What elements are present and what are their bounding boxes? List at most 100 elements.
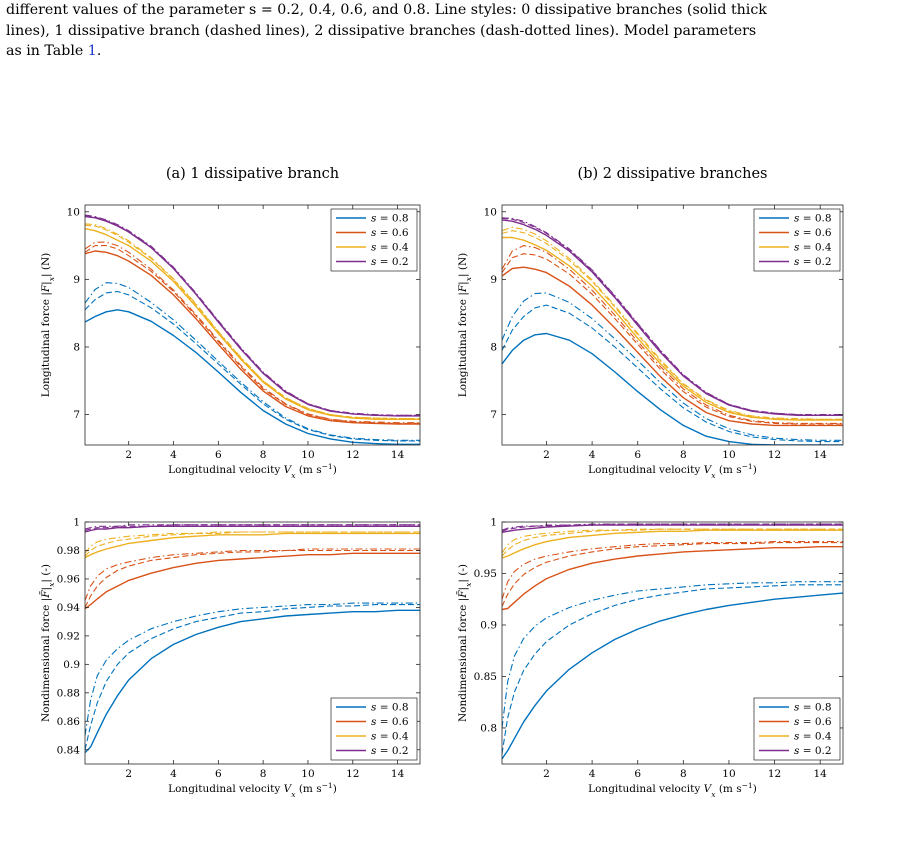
series-line-s-0-4-2-branches- <box>85 223 420 420</box>
y-tick-label: 0.86 <box>57 716 81 728</box>
series-line-s-0-6 <box>502 546 843 611</box>
series-line-s-0-4 <box>502 236 843 421</box>
legend-entry: s = 0.8 <box>794 702 832 714</box>
x-tick-label: 10 <box>301 449 314 461</box>
y-tick-label: 0.9 <box>63 659 80 671</box>
x-tick-label: 4 <box>170 449 177 461</box>
series-line-s-0-4-2-branches- <box>502 528 843 554</box>
series-line-s-0-4 <box>502 529 843 559</box>
caption-line-3-text: as in Table <box>6 43 88 59</box>
x-tick-label: 12 <box>346 449 359 461</box>
legend-entry: s = 0.8 <box>371 213 409 225</box>
series-line-s-0-8-2-branches- <box>502 292 843 441</box>
chart-legend: s = 0.8 s = 0.6 s = 0.4 s = 0.2 <box>753 208 841 272</box>
x-tick-label: 8 <box>680 449 687 461</box>
y-tick-label: 7 <box>73 409 80 421</box>
y-tick-label: 1 <box>490 517 497 529</box>
x-tick-label: 6 <box>634 449 641 461</box>
caption-line-3: as in Table 1. <box>6 41 911 62</box>
chart-panel-top-right: (b) 2 dissipative branches 2 4 6 8 10 12 14 7 8 9 1… <box>457 166 844 480</box>
legend-entry: s = 0.4 <box>794 242 832 254</box>
series-line-s-0-6-1-branch- <box>502 253 843 425</box>
x-tick-label: 4 <box>589 449 596 461</box>
x-tick-label: 8 <box>260 449 267 461</box>
y-tick-label: 0.92 <box>57 630 80 642</box>
axes-box <box>501 204 844 446</box>
y-tick-label: 0.84 <box>57 744 81 756</box>
x-axis-label: Longitudinal velocity Vx (m s−1) <box>168 781 337 799</box>
x-axis-label: Longitudinal velocity Vx (m s−1) <box>168 462 337 480</box>
legend-entry: s = 0.6 <box>371 227 409 239</box>
caption-line-1: different values of the parameter s = 0.… <box>6 2 767 18</box>
legend-entry: s = 0.6 <box>794 227 832 239</box>
series-line-s-0-4-1-branch- <box>502 230 843 420</box>
y-tick-label: 10 <box>484 206 497 218</box>
y-tick-label: 7 <box>490 409 497 421</box>
chart-legend: s = 0.8 s = 0.6 s = 0.4 s = 0.2 <box>753 697 841 761</box>
legend-box <box>753 697 841 761</box>
y-tick-label: 9 <box>490 274 497 286</box>
series-line-s-0-6 <box>85 552 420 610</box>
x-tick-label: 14 <box>814 449 828 461</box>
y-tick-label: 0.85 <box>474 671 497 683</box>
x-tick-label: 10 <box>722 768 735 780</box>
y-tick-label: 0.98 <box>57 545 80 557</box>
series-line-s-0-2 <box>85 525 420 533</box>
x-tick-label: 8 <box>260 768 267 780</box>
caption-line-3-end: . <box>96 43 102 59</box>
series-line-s-0-8-1-branch- <box>502 304 843 443</box>
legend-entry: s = 0.4 <box>371 242 409 254</box>
y-tick-label: 8 <box>490 341 497 353</box>
legend-entry: s = 0.6 <box>371 716 409 728</box>
axes-box <box>84 204 421 446</box>
series-line-s-0-6 <box>85 250 420 425</box>
series-line-s-0-8-2-branches- <box>85 602 420 736</box>
series-line-s-0-4-1-branch- <box>85 531 420 557</box>
series-line-s-0-4-2-branches- <box>502 226 843 420</box>
x-tick-label: 12 <box>768 768 781 780</box>
series-group <box>502 217 843 445</box>
series-line-s-0-8 <box>85 609 420 754</box>
series-line-s-0-8 <box>502 332 843 445</box>
figure-caption: different values of the parameter s = 0.… <box>6 0 911 62</box>
series-line-s-0-2-2-branches- <box>502 217 843 416</box>
series-line-s-0-8 <box>85 309 420 445</box>
x-tick-label: 12 <box>346 768 359 780</box>
x-tick-label: 10 <box>722 449 735 461</box>
series-line-s-0-6-2-branches- <box>85 548 420 601</box>
x-tick-label: 4 <box>170 768 177 780</box>
legend-entry: s = 0.4 <box>794 731 832 743</box>
series-line-s-0-4-1-branch- <box>502 528 843 557</box>
y-axis-label: Longitudinal force |F|x| (N) <box>40 253 56 397</box>
legend-entry: s = 0.2 <box>794 745 832 757</box>
x-axis-label: Longitudinal velocity Vx (m s−1) <box>588 781 757 799</box>
series-line-s-0-8-1-branch- <box>502 584 843 754</box>
table-reference-link[interactable]: 1 <box>87 43 97 59</box>
x-tick-label: 2 <box>125 768 132 780</box>
legend-entry: s = 0.2 <box>371 256 409 268</box>
y-axis-label: Nondimensional force |F̄|x| (-) <box>456 564 472 722</box>
series-line-s-0-8-2-branches- <box>502 581 843 729</box>
chart-panel-bottom-left: 2 4 6 8 10 12 14 0.84 0.86 0.88 0.9 0.92 0.94 0.96 0.9… <box>39 517 421 799</box>
series-line-s-0-2 <box>502 219 843 416</box>
y-tick-label: 0.8 <box>480 722 497 734</box>
series-line-s-0-6-2-branches- <box>85 241 420 424</box>
y-tick-label: 8 <box>73 341 80 353</box>
legend-entry: s = 0.6 <box>794 716 832 728</box>
series-line-s-0-6-2-branches- <box>502 541 843 600</box>
caption-line-2: lines), 1 dissipative branch (dashed lin… <box>6 22 757 39</box>
legend-entry: s = 0.2 <box>371 745 409 757</box>
series-line-s-0-2-2-branches- <box>85 214 420 416</box>
legend-box <box>330 697 418 761</box>
series-line-s-0-4 <box>85 228 420 420</box>
series-line-s-0-8 <box>502 592 843 760</box>
x-tick-label: 6 <box>215 768 222 780</box>
y-tick-label: 9 <box>73 274 80 286</box>
chart-legend: s = 0.8 s = 0.6 s = 0.4 s = 0.2 <box>330 208 418 272</box>
chart-panel-bottom-right: 2 4 6 8 10 12 14 0.8 0.85 0.9 0.95 1 Longitudinal ve… <box>456 517 844 799</box>
axes-box <box>501 521 844 765</box>
x-tick-label: 14 <box>391 449 405 461</box>
x-tick-label: 10 <box>301 768 314 780</box>
x-tick-label: 4 <box>589 768 596 780</box>
